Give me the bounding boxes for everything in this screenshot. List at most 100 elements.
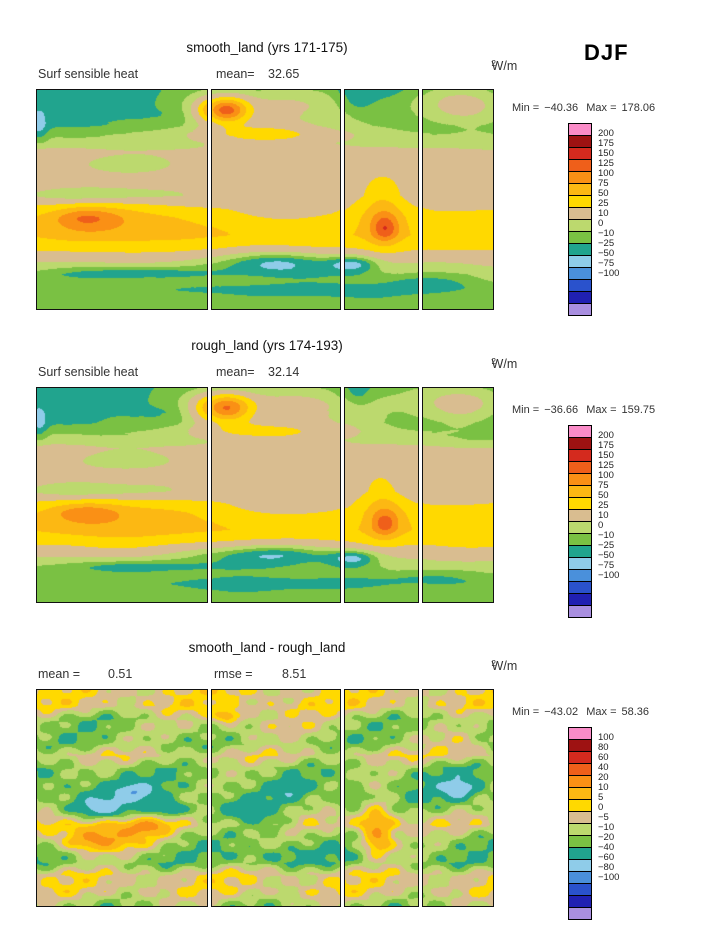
colorbar-tick-label: 25 (598, 500, 609, 511)
mean-label: mean= (216, 365, 255, 379)
colorbar-tick-label: −20 (598, 832, 615, 843)
colorbar-tick-label: 100 (598, 732, 614, 743)
map-section-canvas (36, 689, 208, 907)
colorbar-swatches (568, 727, 592, 920)
colorbar-tick-label: −60 (598, 852, 615, 863)
rmse-label: rmse = (214, 667, 253, 681)
map-section-canvas (422, 387, 494, 603)
panel-rough-land: rough_land (yrs 174-193) Surf sensible h… (36, 338, 713, 618)
colorbar-tick-label: −25 (598, 540, 615, 551)
colorbar: 200 175 150 125 100 75 50 25 10 0 −10 −25 −50 −75 −100 (568, 123, 713, 316)
colorbar-swatch (568, 605, 592, 618)
min-value: −40.36 (544, 102, 579, 114)
map-row (36, 689, 498, 907)
colorbar-tick-label: −10 (598, 530, 615, 541)
panel-smooth-land: smooth_land (yrs 171-175) Surf sensible … (36, 40, 713, 316)
map-section-canvas (211, 387, 341, 603)
colorbar-tick-labels: 200 175 150 125 100 75 50 25 10 0 −10 −25 −50 −75 −100 (598, 425, 640, 618)
colorbar-tick-label: 10 (598, 510, 609, 521)
panel-difference-side: Min = −43.02 Max = 58.36 100 80 60 40 20 10 5 0 −5… (498, 640, 713, 920)
map-section-canvas (36, 89, 208, 310)
max-label: Max = (586, 706, 617, 718)
colorbar-tick-label: 80 (598, 742, 609, 753)
colorbar-tick-label: −40 (598, 842, 615, 853)
colorbar-tick-label: 50 (598, 188, 609, 199)
season-heading: DJF (584, 40, 629, 65)
units-exponent: 2 (491, 357, 496, 366)
colorbar: 100 80 60 40 20 10 5 0 −5 −10 −20 −40 −60 −80 −100 (568, 727, 713, 920)
colorbar-tick-label: 200 (598, 430, 614, 441)
colorbar-tick-label: 150 (598, 148, 614, 159)
colorbar-tick-label: −100 (598, 268, 620, 279)
colorbar-tick-label: −5 (598, 812, 609, 823)
colorbar: 200 175 150 125 100 75 50 25 10 0 −10 −25 −50 −75 −100 (568, 425, 713, 618)
units-label: W/m 2 (491, 659, 518, 673)
colorbar-tick-label: −25 (598, 238, 615, 249)
units-label: W/m 2 (491, 357, 518, 371)
colorbar-tick-label: 100 (598, 470, 614, 481)
map-section-canvas (422, 689, 494, 907)
colorbar-tick-label: 200 (598, 128, 614, 139)
map-section-canvas (36, 387, 208, 603)
panel-title: smooth_land (yrs 171-175) (186, 40, 348, 55)
colorbar-swatches (568, 425, 592, 618)
panel-title: rough_land (yrs 174-193) (191, 338, 343, 353)
colorbar-tick-label: 0 (598, 218, 604, 229)
panel-smooth-land-main: smooth_land (yrs 171-175) Surf sensible … (36, 40, 518, 316)
colorbar-tick-label: 100 (598, 168, 614, 179)
panel-rough-land-main: rough_land (yrs 174-193) Surf sensible h… (36, 338, 517, 618)
variable-label: Surf sensible heat (38, 365, 139, 379)
colorbar-tick-label: −50 (598, 248, 615, 259)
colorbar-swatch (568, 303, 592, 316)
colorbar-tick-label: −50 (598, 550, 615, 561)
min-label: Min = (512, 706, 540, 718)
mean-value: 0.51 (108, 667, 133, 681)
colorbar-tick-label: 20 (598, 772, 609, 783)
colorbar-tick-label: 10 (598, 208, 609, 219)
units-label: W/m 2 (491, 59, 518, 73)
colorbar-tick-label: 25 (598, 198, 609, 209)
units-exponent: 2 (491, 59, 496, 68)
colorbar-tick-label: 0 (598, 520, 604, 531)
colorbar-tick-label: −100 (598, 872, 620, 883)
map-row (36, 387, 498, 603)
panel-title: smooth_land - rough_land (188, 640, 346, 655)
map-section-canvas (344, 387, 419, 603)
map-section-canvas (211, 89, 341, 310)
colorbar-tick-label: −75 (598, 258, 615, 269)
colorbar-tick-labels: 200 175 150 125 100 75 50 25 10 0 −10 −25 −50 −75 −100 (598, 123, 640, 316)
panel-rough-land-side: Min = −36.66 Max = 159.75 200 175 150 125 100 7… (498, 338, 713, 618)
mean-value: 32.65 (268, 67, 300, 81)
min-value: −36.66 (544, 404, 579, 416)
colorbar-tick-label: −10 (598, 822, 615, 833)
min-label: Min = (512, 102, 540, 114)
colorbar-swatches (568, 123, 592, 316)
map-section-canvas (211, 689, 341, 907)
colorbar-tick-label: 40 (598, 762, 609, 773)
colorbar-tick-label: 0 (598, 802, 604, 813)
mean-label: mean = (38, 667, 81, 681)
colorbar-tick-label: 60 (598, 752, 609, 763)
colorbar-tick-label: −75 (598, 560, 615, 571)
colorbar-tick-label: 125 (598, 158, 614, 169)
panel-stats-row: mean = 0.51 rmse = 8.51 W/m 2 (36, 659, 517, 689)
colorbar-tick-label: −80 (598, 862, 615, 873)
max-label: Max = (586, 102, 617, 114)
colorbar-tick-label: 175 (598, 138, 614, 149)
panel-difference-main: smooth_land - rough_land mean = 0.51 rms… (36, 640, 517, 920)
colorbar-tick-label: −10 (598, 228, 615, 239)
variable-label: Surf sensible heat (38, 67, 139, 81)
map-section-canvas (344, 89, 419, 310)
rmse-value: 8.51 (282, 667, 307, 681)
colorbar-tick-label: 5 (598, 792, 604, 803)
colorbar-tick-label: 175 (598, 440, 614, 451)
colorbar-tick-label: 75 (598, 178, 609, 189)
units-exponent: 2 (491, 659, 496, 668)
minmax-row: Min = −36.66 Max = 159.75 (512, 404, 713, 416)
max-value: 159.75 (621, 404, 656, 416)
plot-area: smooth_land (yrs 171-175) Surf sensible … (36, 40, 713, 935)
mean-value: 32.14 (268, 365, 300, 379)
colorbar-tick-label: 125 (598, 460, 614, 471)
panel-stats-row: Surf sensible heat mean= 32.14 W/m 2 (36, 357, 517, 387)
